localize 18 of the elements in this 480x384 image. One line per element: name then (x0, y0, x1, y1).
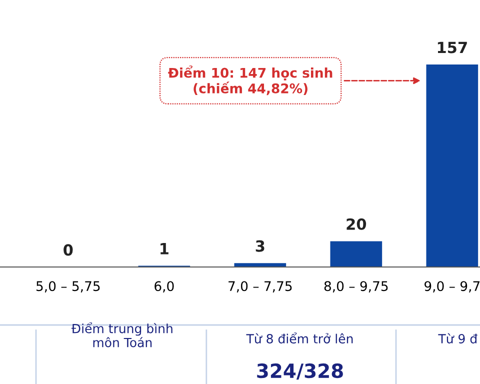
text: Từ 9 đ (438, 333, 478, 344)
bar (330, 241, 382, 267)
data-label: 3 (256, 240, 264, 252)
x-tick-label: 6,0 (154, 281, 174, 292)
data-label: 157 (438, 42, 467, 54)
text: Điểm trung bình môn Toán (71, 322, 172, 348)
x-tick-label: 7,0 – 7,75 (228, 281, 292, 292)
data-label: 1 (160, 243, 168, 254)
x-tick-label: 9,0 – 9,7 (424, 281, 480, 292)
x-tick-label: 5,0 – 5,75 (36, 281, 100, 292)
bar (234, 263, 286, 267)
text: Từ 8 điểm trở lên (246, 332, 353, 344)
x-tick-label: 8,0 – 9,75 (324, 281, 388, 292)
data-label: 0 (64, 244, 73, 256)
bar (426, 64, 478, 267)
annotation: Điểm 10: 147 học sinh (chiếm 44,82%) (168, 66, 332, 96)
data-label: 20 (346, 218, 366, 230)
text: 324/328 (257, 363, 343, 380)
